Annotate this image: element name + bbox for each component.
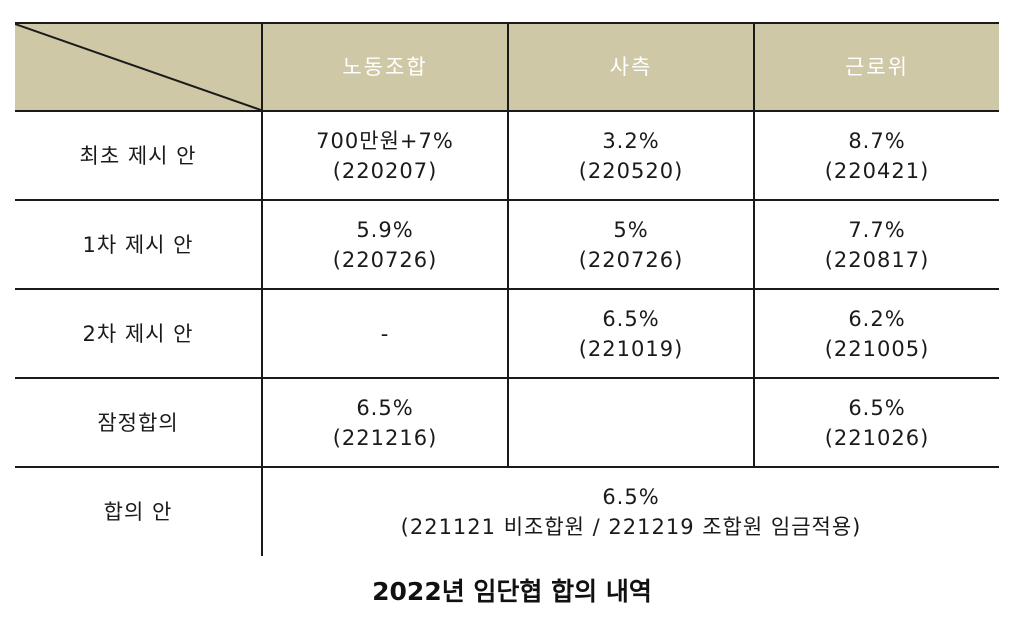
table-row-second-proposal: 2차 제시 안 - 6.5% (221019) 6.2% (221005) xyxy=(15,290,999,379)
table-cell: 3.2% (220520) xyxy=(507,112,753,199)
header-labor-committee: 근로위 xyxy=(753,24,999,110)
table-cell: 5% (220726) xyxy=(507,201,753,288)
row-label: 2차 제시 안 xyxy=(82,321,194,346)
table-row-initial-proposal: 최초 제시 안 700만원+7% (220207) 3.2% (220520) … xyxy=(15,112,999,201)
cell-date: (220520) xyxy=(578,158,684,183)
cell-value: 700만원+7% xyxy=(316,128,454,153)
cell-date: (221019) xyxy=(578,336,684,361)
cell-date: (220207) xyxy=(332,158,438,183)
table-row-first-proposal: 1차 제시 안 5.9% (220726) 5% (220726) 7.7% (… xyxy=(15,201,999,290)
wage-agreement-table: 노동조합 사측 근로위 최초 제시 안 700만원+7% (220207) 3.… xyxy=(15,22,999,556)
cell-date: (220817) xyxy=(824,247,930,272)
cell-date: (220421) xyxy=(824,158,930,183)
table-cell: 6.5% (221019) xyxy=(507,290,753,377)
header-union: 노동조합 xyxy=(261,24,507,110)
cell-value: 3.2% xyxy=(602,128,660,153)
row-label: 합의 안 xyxy=(103,500,173,524)
table-cell-empty xyxy=(507,379,753,466)
cell-value: 8.7% xyxy=(848,128,906,153)
cell-value: 7.7% xyxy=(848,217,906,242)
table-cell: 8.7% (220421) xyxy=(753,112,999,199)
table-cell: 6.2% (221005) xyxy=(753,290,999,377)
cell-detail: (221121 비조합원 / 221219 조합원 임금적용) xyxy=(400,515,862,539)
table-cell: - xyxy=(261,290,507,377)
row-label: 잠정합의 xyxy=(97,410,179,435)
table-caption: 2022년 임단협 합의 내역 xyxy=(372,577,652,606)
header-company: 사측 xyxy=(507,24,753,110)
cell-date: (220726) xyxy=(578,247,684,272)
table-cell: 5.9% (220726) xyxy=(261,201,507,288)
cell-value: 6.5% xyxy=(602,485,660,509)
table-cell: 7.7% (220817) xyxy=(753,201,999,288)
table-cell: 6.5% (221026) xyxy=(753,379,999,466)
cell-date: (220726) xyxy=(332,247,438,272)
corner-diagonal-cell xyxy=(15,24,261,110)
cell-date: (221216) xyxy=(332,425,438,450)
cell-value: 6.5% xyxy=(602,306,660,331)
table-cell: 6.5% (221216) xyxy=(261,379,507,466)
cell-date: (221005) xyxy=(824,336,930,361)
diagonal-line xyxy=(15,24,261,110)
table-row-tentative-agreement: 잠정합의 6.5% (221216) 6.5% (221026) xyxy=(15,379,999,468)
table-cell: 700만원+7% (220207) xyxy=(261,112,507,199)
row-label: 최초 제시 안 xyxy=(79,143,197,168)
cell-value: 5% xyxy=(613,217,649,242)
table-header-row: 노동조합 사측 근로위 xyxy=(15,24,999,112)
cell-value: 6.5% xyxy=(356,395,414,420)
merged-cell: 6.5% (221121 비조합원 / 221219 조합원 임금적용) xyxy=(261,468,999,556)
table-row-final-agreement: 합의 안 6.5% (221121 비조합원 / 221219 조합원 임금적용… xyxy=(15,468,999,556)
cell-value: 6.5% xyxy=(848,395,906,420)
cell-value: - xyxy=(380,321,390,346)
row-label: 1차 제시 안 xyxy=(82,232,194,257)
cell-date: (221026) xyxy=(824,425,930,450)
cell-value: 5.9% xyxy=(356,217,414,242)
cell-value: 6.2% xyxy=(848,306,906,331)
